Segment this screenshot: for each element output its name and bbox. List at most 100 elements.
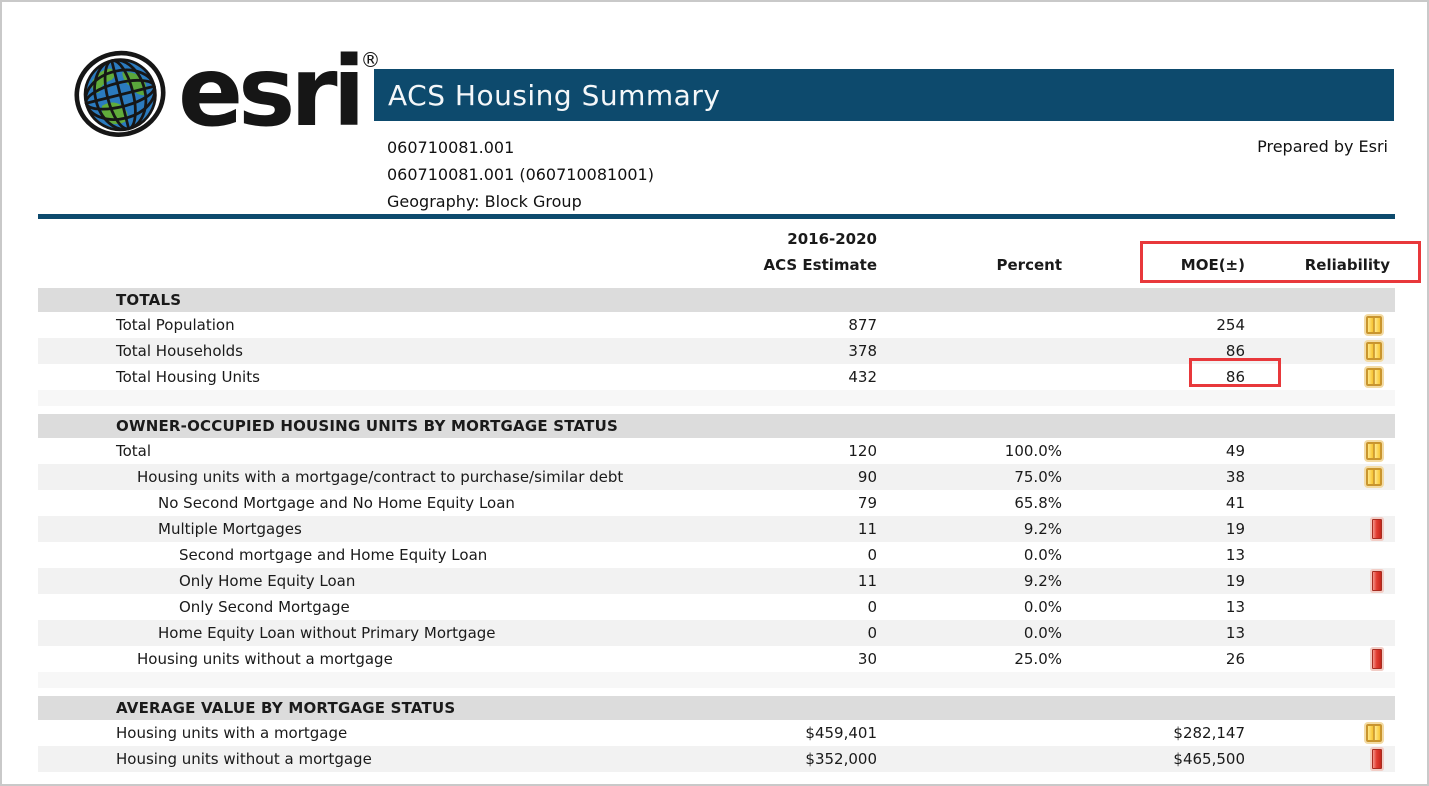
estimate-value: 11 xyxy=(857,520,877,538)
table-row: Multiple Mortgages 11 9.2% 19 xyxy=(38,516,1395,542)
table-row: Only Second Mortgage 0 0.0% 13 xyxy=(38,594,1395,620)
globe-icon xyxy=(74,50,166,137)
percent-value: 0.0% xyxy=(1023,546,1062,564)
row-label: Housing units without a mortgage xyxy=(137,650,393,668)
annotation-box-moe-reliability-headers xyxy=(1140,241,1421,283)
estimate-value: 432 xyxy=(848,368,877,386)
estimate-value: 79 xyxy=(857,494,877,512)
row-label: Home Equity Loan without Primary Mortgag… xyxy=(158,624,496,642)
report-title: ACS Housing Summary xyxy=(388,78,721,112)
percent-value: 65.8% xyxy=(1014,494,1062,512)
reliability-low-icon xyxy=(1372,749,1382,769)
estimate-value: 877 xyxy=(848,316,877,334)
divider-rule xyxy=(38,214,1395,219)
table-row: Total 120 100.0% 49 xyxy=(38,438,1395,464)
estimate-value: 0 xyxy=(867,598,877,616)
row-label: Second mortgage and Home Equity Loan xyxy=(179,546,488,564)
percent-value: 75.0% xyxy=(1014,468,1062,486)
moe-value: 38 xyxy=(1225,468,1245,486)
row-label: Housing units without a mortgage xyxy=(116,750,372,768)
row-label: Housing units with a mortgage/contract t… xyxy=(137,468,624,486)
reliability-medium-icon xyxy=(1366,342,1382,360)
moe-value: 13 xyxy=(1225,598,1245,616)
section-spacer xyxy=(38,688,1395,696)
table-row: No Second Mortgage and No Home Equity Lo… xyxy=(38,490,1395,516)
report-title-bar: ACS Housing Summary xyxy=(374,69,1394,121)
moe-value: 86 xyxy=(1225,368,1245,386)
moe-value: 26 xyxy=(1225,650,1245,668)
row-label: Housing units with a mortgage xyxy=(116,724,348,742)
col-header-percent: Percent xyxy=(996,256,1062,274)
reliability-cell xyxy=(1245,342,1395,360)
section-header: TOTALS xyxy=(38,288,1395,312)
reliability-cell xyxy=(1245,316,1395,334)
reliability-medium-icon xyxy=(1366,368,1382,386)
estimate-value: 90 xyxy=(857,468,877,486)
moe-value: 86 xyxy=(1225,342,1245,360)
table-row: Home Equity Loan without Primary Mortgag… xyxy=(38,620,1395,646)
col-header-moe: MOE(±) xyxy=(1180,256,1245,274)
col-header-reliability: Reliability xyxy=(1304,256,1390,274)
estimate-value: 0 xyxy=(867,624,877,642)
registered-mark: ® xyxy=(360,48,381,72)
reliability-medium-icon xyxy=(1366,442,1382,460)
estimate-value: $459,401 xyxy=(805,724,877,742)
reliability-low-icon xyxy=(1372,519,1382,539)
geo-level-line: Geography: Block Group xyxy=(387,192,582,211)
reliability-cell xyxy=(1245,368,1395,386)
annotation-box-moe-value xyxy=(1189,358,1281,387)
percent-value: 9.2% xyxy=(1023,572,1062,590)
row-label: No Second Mortgage and No Home Equity Lo… xyxy=(158,494,515,512)
row-label: Only Home Equity Loan xyxy=(179,572,356,590)
moe-value: 49 xyxy=(1225,442,1245,460)
reliability-medium-icon xyxy=(1366,724,1382,742)
reliability-cell xyxy=(1245,571,1395,591)
reliability-medium-icon xyxy=(1366,468,1382,486)
reliability-cell xyxy=(1245,442,1395,460)
section-spacer xyxy=(38,406,1395,414)
percent-value: 0.0% xyxy=(1023,598,1062,616)
percent-value: 9.2% xyxy=(1023,520,1062,538)
estimate-value: 30 xyxy=(857,650,877,668)
row-label: Only Second Mortgage xyxy=(179,598,350,616)
moe-value: 19 xyxy=(1225,520,1245,538)
estimate-value: 11 xyxy=(857,572,877,590)
reliability-cell xyxy=(1245,468,1395,486)
row-label: Total Population xyxy=(116,316,235,334)
estimate-value: 0 xyxy=(867,546,877,564)
table-row: Housing units without a mortgage 30 25.0% 2… xyxy=(38,646,1395,672)
table-row: Housing units without a mortgage $352,000… xyxy=(38,746,1395,772)
col-header-estimate-period: 2016-2020 xyxy=(787,230,877,248)
reliability-cell xyxy=(1245,649,1395,669)
esri-logo: esri® xyxy=(66,26,381,141)
estimate-value: 378 xyxy=(848,342,877,360)
column-header-row-1: 2016-2020 xyxy=(38,226,1395,252)
row-label: Total xyxy=(116,442,152,460)
esri-wordmark: esri® xyxy=(178,36,381,148)
section-spacer xyxy=(38,672,1395,688)
section-header: AVERAGE VALUE BY MORTGAGE STATUS xyxy=(38,696,1395,720)
percent-value: 100.0% xyxy=(1004,442,1062,460)
row-label: Total Households xyxy=(116,342,243,360)
column-header-row-2: ACS Estimate Percent MOE(±) Reliability xyxy=(38,252,1395,278)
estimate-value: 120 xyxy=(848,442,877,460)
percent-value: 0.0% xyxy=(1023,624,1062,642)
reliability-medium-icon xyxy=(1366,316,1382,334)
table-row: Total Households 378 86 xyxy=(38,338,1395,364)
section-header: OWNER-OCCUPIED HOUSING UNITS BY MORTGAGE… xyxy=(38,414,1395,438)
moe-value: 13 xyxy=(1225,624,1245,642)
table-row: Second mortgage and Home Equity Loan 0 0.0… xyxy=(38,542,1395,568)
row-label: Multiple Mortgages xyxy=(158,520,302,538)
table-row: Housing units with a mortgage $459,401 $28… xyxy=(38,720,1395,746)
summary-table: TOTALS Total Population 877 254 Total Househ… xyxy=(38,288,1395,772)
table-row: Housing units with a mortgage/contract t… xyxy=(38,464,1395,490)
section-spacer xyxy=(38,390,1395,406)
moe-value: 254 xyxy=(1216,316,1245,334)
reliability-low-icon xyxy=(1372,571,1382,591)
percent-value: 25.0% xyxy=(1014,650,1062,668)
reliability-cell xyxy=(1245,724,1395,742)
col-header-estimate: ACS Estimate xyxy=(763,256,877,274)
moe-value: $465,500 xyxy=(1173,750,1245,768)
prepared-by: Prepared by Esri xyxy=(1257,137,1388,156)
